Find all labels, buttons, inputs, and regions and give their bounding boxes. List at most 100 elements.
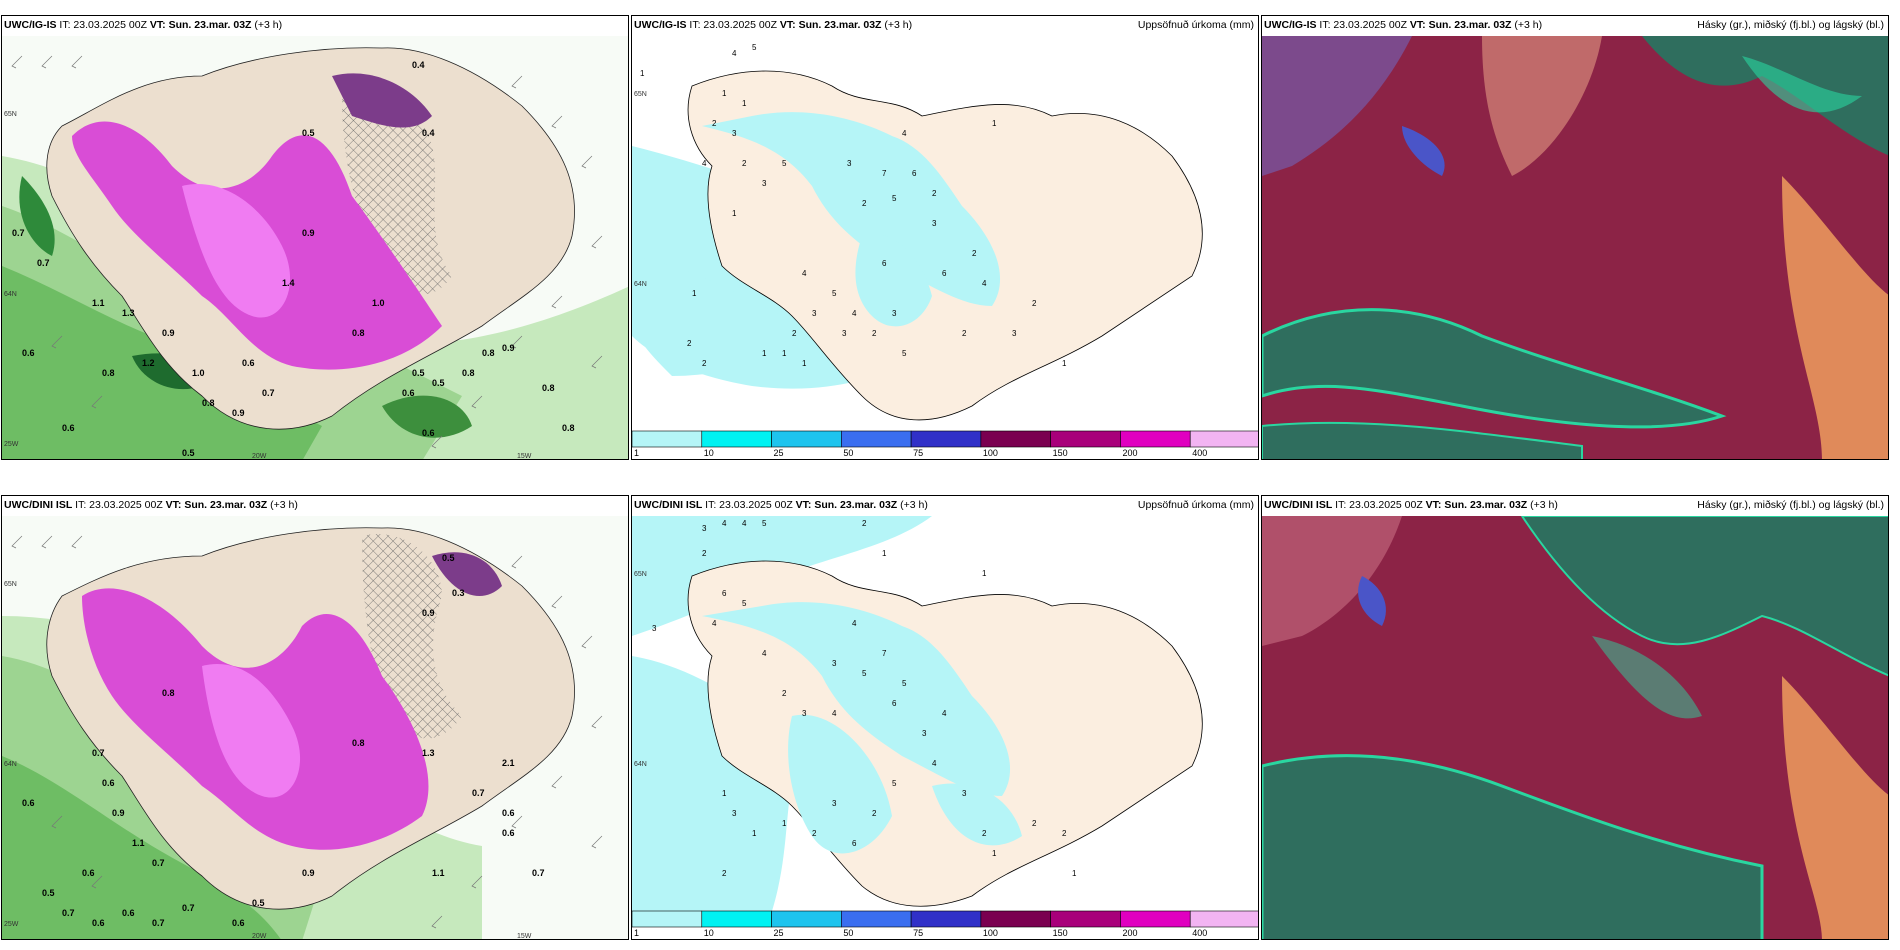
precip-label: 4 — [712, 619, 717, 628]
legend-tick-label: 200 — [1122, 448, 1138, 458]
cloud-title: Hásky (gr.), miðský (fj.bl.) og lágský (… — [1697, 499, 1884, 511]
precip-label: 0.6 — [502, 808, 515, 818]
precip-label: 1 — [1072, 869, 1077, 878]
precip-label: 5 — [782, 159, 787, 168]
precip-label: 5 — [762, 519, 767, 528]
accumulated-precip-map: 3 4 4 5 2 3 1 2 6 5 4 4 7 5 3 4 2 3 4 6 … — [632, 516, 1258, 911]
legend-swatch — [1050, 430, 1121, 448]
panel-wind-top: UWC/IG-IS IT: 23.03.2025 00Z VT: Sun. 23… — [1, 15, 629, 460]
precip-label: 6 — [942, 269, 947, 278]
precip-label: 0.7 — [37, 258, 50, 268]
legend-swatch — [1120, 430, 1191, 448]
cloud-title: Hásky (gr.), miðský (fj.bl.) og lágský (… — [1697, 19, 1884, 31]
precip-label: 1.0 — [372, 298, 385, 308]
legend-tick-label: 400 — [1192, 928, 1208, 938]
precip-label: 0.9 — [302, 868, 315, 878]
legend-bar — [632, 430, 1258, 448]
precip-values: 3 4 4 5 2 3 1 2 6 5 4 4 7 5 3 4 2 3 4 6 … — [652, 519, 1077, 878]
precip-label: 1.3 — [422, 748, 435, 758]
precip-label: 2 — [1032, 299, 1037, 308]
precip-label: 2 — [722, 869, 727, 878]
precip-label: 2 — [962, 329, 967, 338]
precip-labels: 0.4 0.4 0.5 0.7 0.6 1.1 1.3 0.8 1.2 0.9 … — [12, 60, 575, 458]
precip-label: 0.5 — [412, 368, 425, 378]
precip-label: 0.7 — [532, 868, 545, 878]
precip-label: 0.7 — [182, 903, 195, 913]
legend-swatch — [1120, 910, 1191, 928]
precip-label: 3 — [832, 659, 837, 668]
dark-precip-spot — [382, 395, 472, 438]
precip-label: 0.5 — [252, 898, 265, 908]
lon-label: 15W — [517, 933, 532, 940]
precip-label: 0.8 — [482, 348, 495, 358]
precip-label: 3 — [842, 329, 847, 338]
precip-label: 4 — [982, 279, 987, 288]
precip-label: 0.8 — [352, 738, 365, 748]
legend-swatch — [910, 910, 982, 928]
precip-1mm-area — [632, 256, 802, 376]
wind-barbs — [11, 535, 603, 929]
legend-tick-label: 75 — [913, 448, 924, 458]
precip-label: 3 — [652, 624, 657, 633]
precip-label: 7 — [882, 169, 887, 178]
precip-1mm-area — [855, 234, 932, 327]
lat-label: 64N — [634, 761, 647, 768]
precip-label: 1 — [782, 349, 787, 358]
precip-label: 0.8 — [202, 398, 215, 408]
legend-tick-label: 25 — [773, 448, 784, 458]
precip-label: 1 — [732, 209, 737, 218]
thick-cloud-spot — [1402, 126, 1445, 176]
precip-label: 2 — [792, 329, 797, 338]
precip-label: 5 — [742, 599, 747, 608]
legend-tick-label: 10 — [703, 448, 714, 458]
precip-label: 4 — [852, 619, 857, 628]
precip-values: 4 5 1 1 2 3 1 4 2 3 5 1 7 2 3 4 5 6 6 2 … — [640, 43, 1067, 368]
precip-1mm-area — [788, 714, 892, 854]
heavy-precip-area — [2, 756, 281, 939]
low-cloud-area — [1642, 36, 1888, 156]
precip-label: 0.7 — [262, 388, 275, 398]
precip-label: 5 — [892, 194, 897, 203]
precip-label: 2 — [932, 189, 937, 198]
low-cloud-band — [1262, 754, 1764, 939]
precip-label: 1 — [802, 359, 807, 368]
precip-label: 3 — [1012, 329, 1017, 338]
precip-label: 4 — [722, 519, 727, 528]
precip-label: 3 — [802, 709, 807, 718]
precip-label: 5 — [752, 43, 757, 52]
legend-swatch — [841, 430, 912, 448]
precip-color-legend: 1 10 25 50 75 100 150 200 400 — [632, 429, 1258, 459]
precip-label: 4 — [802, 269, 807, 278]
precip-label: 0.7 — [62, 908, 75, 918]
lat-label: 64N — [634, 281, 647, 288]
precip-label: 3 — [892, 309, 897, 318]
legend-tick-label: 25 — [773, 928, 784, 938]
precip-label: 3 — [762, 179, 767, 188]
axis-labels: 65N 64N 25W 20W 15W — [4, 581, 532, 940]
panel-precip-top: UWC/IG-IS IT: 23.03.2025 00Z VT: Sun. 23… — [631, 15, 1259, 460]
legend-tick-label: 75 — [913, 928, 924, 938]
precip-label: 2 — [862, 199, 867, 208]
precip-label: 0.7 — [92, 748, 105, 758]
precip-label: 3 — [732, 129, 737, 138]
precip-label: 1 — [752, 829, 757, 838]
precip-title: Uppsöfnuð úrkoma (mm) — [1137, 499, 1254, 511]
lon-label: 25W — [4, 441, 19, 448]
precip-label: 1.1 — [132, 838, 145, 848]
precip-label: 6 — [912, 169, 917, 178]
precip-label: 0.3 — [452, 588, 465, 598]
high-cloud-area — [1262, 516, 1402, 646]
lat-label: 65N — [4, 111, 17, 118]
precip-label: 2 — [687, 339, 692, 348]
precip-label: 0.6 — [402, 388, 415, 398]
bright-magenta-core — [182, 184, 291, 318]
axis-labels: 65N 64N — [634, 91, 647, 288]
precip-label: 1 — [882, 549, 887, 558]
precip-label: 2.1 — [502, 758, 515, 768]
precip-label: 0.9 — [422, 608, 435, 618]
precip-label: 0.6 — [102, 778, 115, 788]
precip-label: 0.6 — [232, 918, 245, 928]
cloud-cover-map — [1262, 516, 1888, 939]
precip-label: 5 — [902, 679, 907, 688]
precip-label: 3 — [832, 799, 837, 808]
